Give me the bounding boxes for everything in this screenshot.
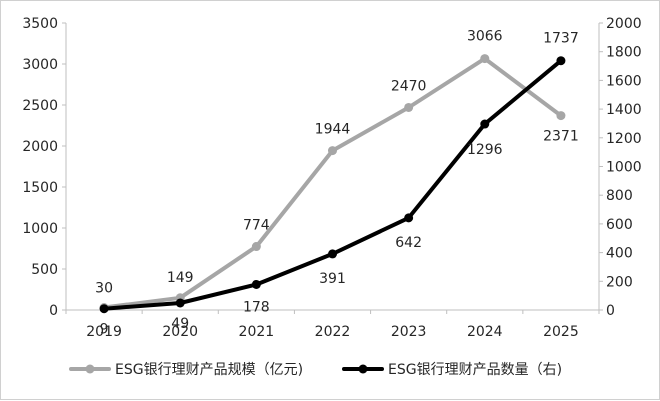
legend: ESG银行理财产品规模（亿元) ESG银行理财产品数量（右)	[69, 362, 562, 378]
count-data-label: 49	[171, 316, 189, 332]
x-tick-label: 2020	[162, 324, 198, 340]
right-tick-label: 0	[606, 303, 615, 319]
legend-scale-swatch-marker	[85, 364, 95, 374]
right-tick-label: 800	[606, 188, 633, 204]
scale-data-label: 774	[243, 218, 270, 234]
x-tick-label: 2019	[86, 324, 122, 340]
right-tick-label: 600	[606, 217, 633, 233]
legend-scale-label: ESG银行理财产品规模（亿元)	[115, 362, 303, 378]
count-data-label: 178	[243, 299, 270, 315]
x-tick-label: 2023	[391, 324, 427, 340]
count-data-label: 1296	[467, 142, 503, 158]
count-series-point	[251, 279, 261, 289]
axes-layer: 0 500 1000 1500 2000 2500 3000 3500 0 200 400 600 80…	[22, 16, 641, 340]
left-tick-label: 1500	[22, 180, 58, 196]
x-tick-label: 2021	[239, 324, 275, 340]
count-data-label: 9	[100, 322, 109, 338]
right-tick-label: 1000	[606, 160, 642, 176]
scale-data-label: 2371	[543, 129, 579, 145]
right-tick-label: 1800	[606, 45, 642, 61]
right-tick-label: 400	[606, 246, 633, 262]
scale-data-label: 30	[95, 281, 113, 297]
legend-count-swatch-marker	[358, 364, 368, 374]
scale-data-label: 149	[167, 270, 194, 286]
left-tick-label: 2500	[22, 98, 58, 114]
legend-count-label: ESG银行理财产品数量（右)	[388, 362, 562, 378]
left-tick-label: 1000	[22, 221, 58, 237]
count-series-point	[328, 249, 337, 259]
scale-data-label: 1944	[315, 122, 351, 138]
scale-series-point	[404, 102, 414, 112]
right-tick-label: 2000	[606, 16, 642, 32]
scale-data-label: 2470	[391, 78, 427, 94]
count-series-point	[175, 298, 185, 308]
scale-series-point	[556, 111, 566, 121]
right-tick-label: 1200	[606, 131, 642, 147]
count-data-label: 391	[319, 271, 346, 287]
left-tick-label: 0	[49, 303, 58, 319]
left-tick-label: 500	[31, 262, 58, 278]
right-tick-label: 1600	[606, 73, 642, 89]
count-series-point	[480, 119, 490, 129]
scale-series-point	[480, 54, 490, 64]
data-labels-layer: 30 149 774 1944 2470 3066 2371 9 49 178 391 642 1296…	[95, 29, 579, 338]
count-series-point	[556, 56, 566, 66]
right-tick-label: 200	[606, 274, 633, 290]
series-layer	[99, 54, 566, 314]
x-tick-label: 2022	[315, 324, 351, 340]
scale-series-point	[328, 146, 337, 156]
scale-series-point	[251, 242, 261, 252]
right-tick-label: 1400	[606, 102, 642, 118]
count-data-label: 1737	[543, 31, 579, 47]
count-data-label: 642	[395, 235, 422, 251]
scale-data-label: 3066	[467, 29, 503, 45]
count-series-point	[99, 304, 109, 314]
count-series-point	[404, 213, 414, 223]
left-tick-label: 3000	[22, 57, 58, 73]
left-tick-label: 3500	[22, 16, 58, 32]
x-tick-label: 2024	[467, 324, 503, 340]
x-tick-label: 2025	[543, 324, 579, 340]
left-tick-label: 2000	[22, 139, 58, 155]
